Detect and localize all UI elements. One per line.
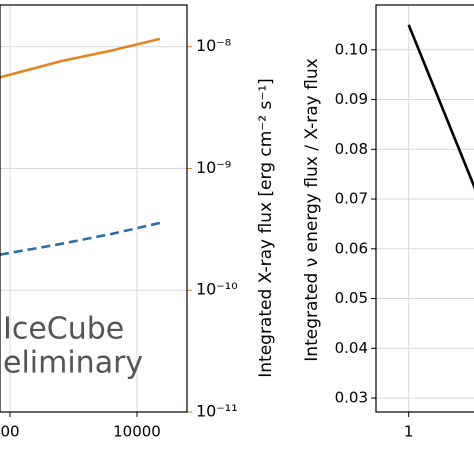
plot-area (0, 37, 161, 256)
line-series (0, 37, 161, 79)
annotation: eliminary (3, 346, 143, 381)
y-tick-label: 0.06 (335, 239, 368, 257)
y-tick-label: 0.05 (335, 289, 368, 307)
annotation: IceCube (3, 312, 124, 347)
plot-area (407, 24, 474, 190)
y-tick-label: 0.10 (335, 40, 368, 58)
y2-axis-label: Integrated X-ray flux [erg cm⁻² s⁻¹] (256, 78, 276, 378)
x-tick-label: 10000 (113, 423, 161, 441)
plot-frame (0, 4, 188, 413)
y2-tick-label: 10⁻⁸ (196, 36, 231, 55)
y-tick-label: 0.03 (335, 389, 368, 407)
x-tick-label: 00 (0, 423, 19, 441)
plot-frame (375, 4, 474, 413)
y-tick-label: 0.07 (335, 190, 368, 208)
x-tick-label: 1 (404, 423, 414, 441)
y-tick-label: 0.09 (335, 90, 368, 108)
y2-tick-label: 10⁻¹⁰ (196, 280, 238, 299)
y2-tick-label: 10⁻¹¹ (196, 402, 238, 421)
y2-tick-label: 10⁻⁹ (196, 158, 231, 177)
line-series (0, 221, 161, 256)
line-series (407, 24, 474, 190)
y-axis-label: Integrated ν energy flux / X-ray flux (302, 58, 322, 361)
y-tick-label: 0.08 (335, 140, 368, 158)
y-tick-label: 0.04 (335, 339, 368, 357)
